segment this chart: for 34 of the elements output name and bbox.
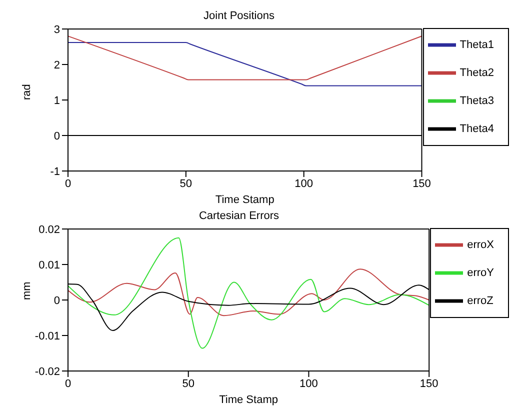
y-tick-label: 2 bbox=[54, 59, 60, 72]
y-tick-label: 3 bbox=[54, 24, 60, 36]
legend-label: Theta1 bbox=[460, 38, 494, 51]
legend-label: erroY bbox=[467, 266, 494, 279]
x-tick-label: 150 bbox=[420, 378, 438, 390]
line-series bbox=[68, 42, 422, 86]
legend-label: Theta2 bbox=[460, 66, 494, 79]
y-tick-label: -0.01 bbox=[34, 330, 60, 342]
line-series bbox=[68, 268, 430, 316]
y-tick-label: 1 bbox=[54, 94, 60, 107]
chart-title: Cartesian Errors bbox=[198, 210, 280, 222]
y-tick-label: 0 bbox=[54, 130, 60, 142]
y-tick-label: -0.02 bbox=[34, 366, 60, 378]
x-tick-label: 0 bbox=[64, 378, 72, 390]
y-tick-label: -1 bbox=[50, 166, 60, 178]
x-axis-title: Time Stamp bbox=[219, 394, 278, 406]
x-tick-label: 150 bbox=[412, 178, 431, 190]
legend-label: Theta4 bbox=[460, 122, 494, 135]
y-tick-label: 0.01 bbox=[38, 259, 60, 272]
x-tick-label: 50 bbox=[180, 178, 192, 190]
y-tick-label: 0.02 bbox=[38, 224, 60, 236]
y-tick-label: 0 bbox=[54, 294, 60, 307]
line-series bbox=[68, 237, 430, 349]
chart-title: Joint Positions bbox=[202, 10, 276, 22]
legend-label: Theta3 bbox=[460, 94, 494, 107]
x-tick-label: 50 bbox=[182, 378, 194, 390]
x-tick-label: 0 bbox=[64, 178, 72, 190]
legend-label: erroX bbox=[467, 238, 494, 251]
y-axis-title: mm bbox=[20, 282, 33, 300]
x-tick-label: 100 bbox=[294, 178, 314, 190]
x-axis-title: Time Stamp bbox=[215, 194, 274, 206]
y-axis-title: rad bbox=[20, 84, 33, 100]
x-tick-label: 100 bbox=[300, 378, 318, 390]
legend-label: erroZ bbox=[467, 294, 494, 307]
